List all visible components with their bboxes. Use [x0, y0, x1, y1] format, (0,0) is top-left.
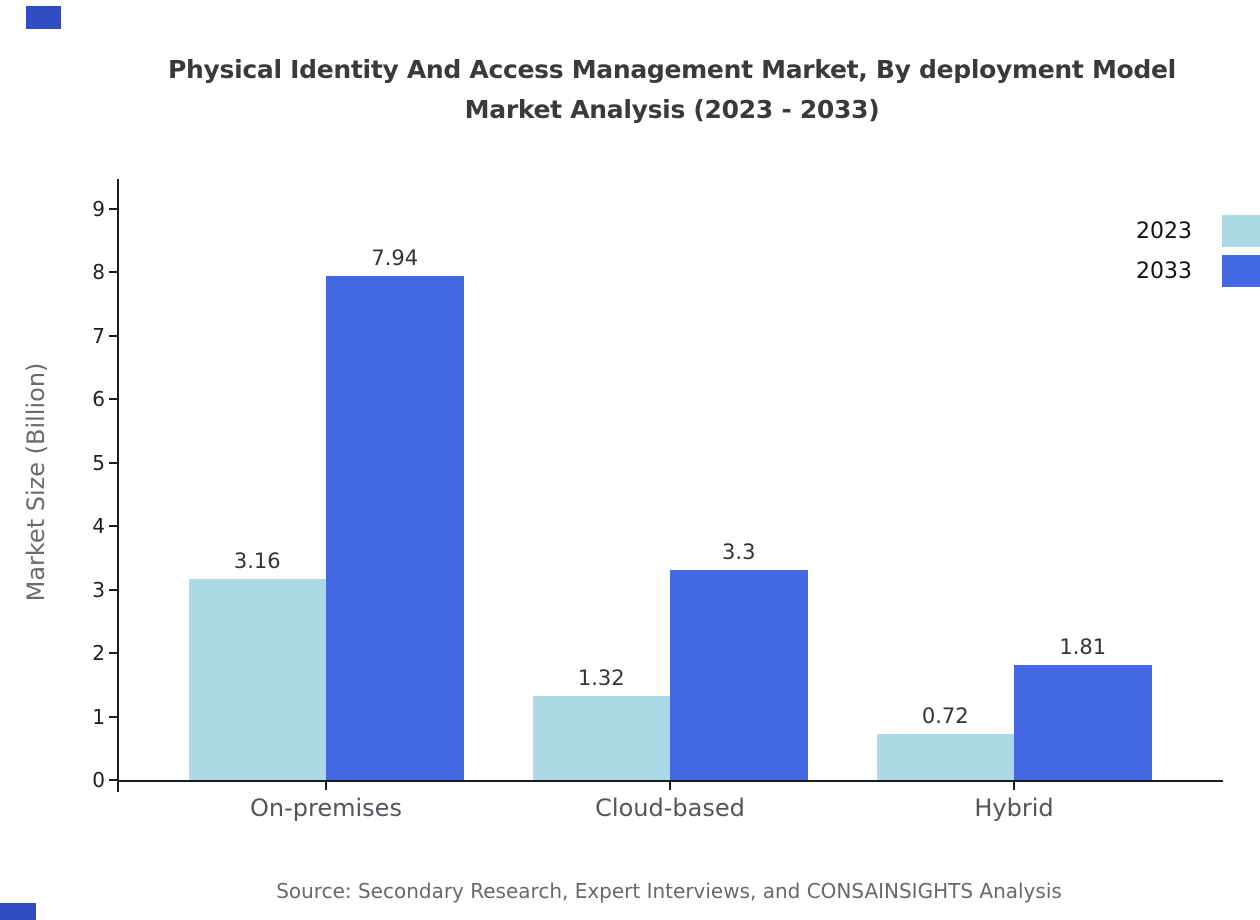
bar-value-2033-on-premises: 7.94	[371, 245, 419, 270]
x-tick-cloud-based	[669, 782, 671, 790]
x-category-label-on-premises: On-premises	[250, 794, 402, 822]
y-tick-label-6: 6	[92, 387, 105, 411]
y-tick-label-8: 8	[92, 260, 105, 284]
bar-2033-on-premises	[326, 275, 464, 780]
bar-value-2023-on-premises: 3.16	[233, 549, 281, 574]
chart-title-line-1: Physical Identity And Access Management …	[168, 55, 1176, 84]
y-tick-label-2: 2	[92, 641, 105, 665]
chart-title: Physical Identity And Access Management …	[84, 50, 1260, 130]
y-tick-label-0: 0	[92, 768, 105, 792]
y-tick-3	[109, 588, 117, 591]
legend-swatch-2023	[1222, 215, 1260, 247]
y-tick-label-1: 1	[92, 704, 105, 729]
y-tick-0	[109, 779, 117, 781]
bar-value-2023-cloud-based: 1.32	[577, 666, 625, 691]
x-tick-on-premises	[325, 782, 327, 790]
bar-value-2023-hybrid: 0.72	[921, 704, 969, 729]
bar-2033-cloud-based	[670, 570, 808, 780]
legend-swatch-2033	[1222, 255, 1260, 287]
bar-2023-hybrid	[876, 734, 1014, 780]
x-tick-hybrid	[1013, 782, 1015, 790]
x-axis-spine	[117, 780, 1223, 782]
corner-accent-bottom-left	[0, 903, 36, 920]
y-tick-9	[109, 207, 117, 210]
y-tick-label-4: 4	[92, 514, 105, 538]
chart-title-line-2: Market Analysis (2023 - 2033)	[464, 95, 880, 124]
bar-value-2033-hybrid: 1.81	[1059, 635, 1107, 660]
y-tick-8	[109, 271, 117, 273]
x-category-label-cloud-based: Cloud-based	[595, 794, 745, 822]
y-tick-4	[109, 525, 117, 527]
corner-accent-top-left	[26, 6, 61, 29]
legend-item-2023: 2023	[1136, 215, 1260, 247]
y-axis-spine	[117, 179, 119, 792]
y-tick-label-3: 3	[92, 577, 105, 602]
bar-value-2033-cloud-based: 3.3	[722, 540, 756, 565]
bar-2023-cloud-based	[532, 696, 670, 780]
y-tick-label-5: 5	[92, 450, 105, 475]
legend: 2023 2033	[1136, 215, 1260, 295]
bar-2033-hybrid	[1014, 665, 1152, 780]
x-category-label-hybrid: Hybrid	[974, 794, 1054, 822]
y-axis-title: Market Size (Billion)	[22, 362, 50, 602]
y-tick-1	[109, 715, 117, 718]
y-tick-6	[109, 398, 117, 400]
y-tick-label-7: 7	[92, 323, 105, 348]
y-tick-7	[109, 334, 117, 337]
legend-label-2033: 2033	[1136, 258, 1192, 284]
y-tick-2	[109, 652, 117, 654]
legend-label-2023: 2023	[1136, 218, 1192, 244]
y-tick-label-9: 9	[92, 196, 105, 221]
source-note: Source: Secondary Research, Expert Inter…	[276, 879, 1062, 903]
legend-item-2033: 2033	[1136, 255, 1260, 287]
bar-2023-on-premises	[188, 579, 326, 780]
y-tick-5	[109, 461, 117, 464]
